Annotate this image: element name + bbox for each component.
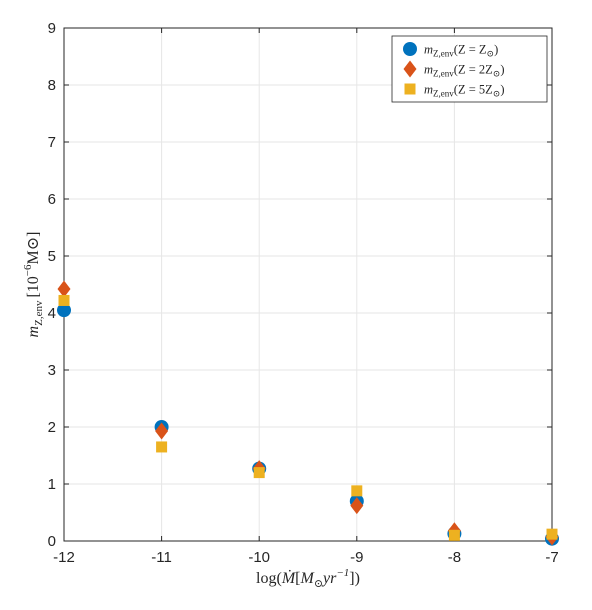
legend-entry: mZ,env(Z = 5Z⊙) — [404, 83, 504, 99]
legend-entry: mZ,env(Z = Z⊙) — [403, 42, 498, 59]
y-axis-label: mZ,env[10−6M⊙] — [22, 232, 45, 338]
square-data-point — [253, 467, 265, 479]
x-tick-label: -7 — [545, 549, 558, 566]
diamond-data-point — [57, 280, 71, 298]
square-data-point — [58, 294, 70, 306]
y-tick-label: 1 — [48, 476, 56, 493]
square-data-point — [351, 485, 363, 497]
tick-labels: -12 -11 -10 -9 -8 -7 0 1 2 3 4 5 6 7 8 9 — [48, 20, 559, 566]
legend-diamond-marker — [403, 60, 417, 78]
y-tick-label: 8 — [48, 77, 56, 94]
grid — [63, 27, 553, 542]
data-markers — [57, 280, 559, 546]
x-tick-label: -8 — [448, 549, 461, 566]
y-tick-label: 0 — [48, 533, 56, 550]
diamond-data-point — [155, 422, 169, 440]
y-tick-label: 6 — [48, 191, 56, 208]
y-tick-label: 9 — [48, 20, 56, 37]
legend-entry: mZ,env(Z = 2Z⊙) — [403, 60, 504, 79]
square-data-point — [156, 441, 168, 453]
y-tick-label: 2 — [48, 419, 56, 436]
legend-square-marker — [404, 83, 416, 95]
series-square — [58, 294, 558, 541]
legend-label: mZ,env(Z = Z⊙) — [424, 43, 498, 59]
diamond-data-point — [350, 497, 364, 515]
legend-label: mZ,env(Z = 2Z⊙) — [424, 63, 504, 79]
x-tick-label: -10 — [248, 549, 270, 566]
x-tick-label: -11 — [151, 549, 172, 566]
x-axis-label: log(Ṁ[M⊙yr−1]) — [256, 567, 360, 590]
y-tick-label: 5 — [48, 248, 56, 265]
circle-data-point — [57, 303, 71, 318]
y-tick-label: 4 — [48, 305, 56, 322]
square-data-point — [546, 528, 558, 540]
legend: mZ,env(Z = Z⊙) mZ,env(Z = 2Z⊙) mZ,env(Z = … — [391, 35, 548, 103]
square-data-point — [448, 529, 460, 541]
y-tick-label: 3 — [48, 362, 56, 379]
legend-entries: mZ,env(Z = Z⊙) mZ,env(Z = 2Z⊙) mZ,env(Z = … — [403, 42, 504, 99]
x-tick-label: -12 — [53, 549, 75, 566]
legend-label: mZ,env(Z = 5Z⊙) — [424, 83, 504, 99]
y-tick-label: 7 — [48, 134, 56, 151]
legend-box — [391, 35, 548, 103]
x-tick-label: -9 — [350, 549, 363, 566]
legend-circle-marker — [403, 42, 417, 56]
